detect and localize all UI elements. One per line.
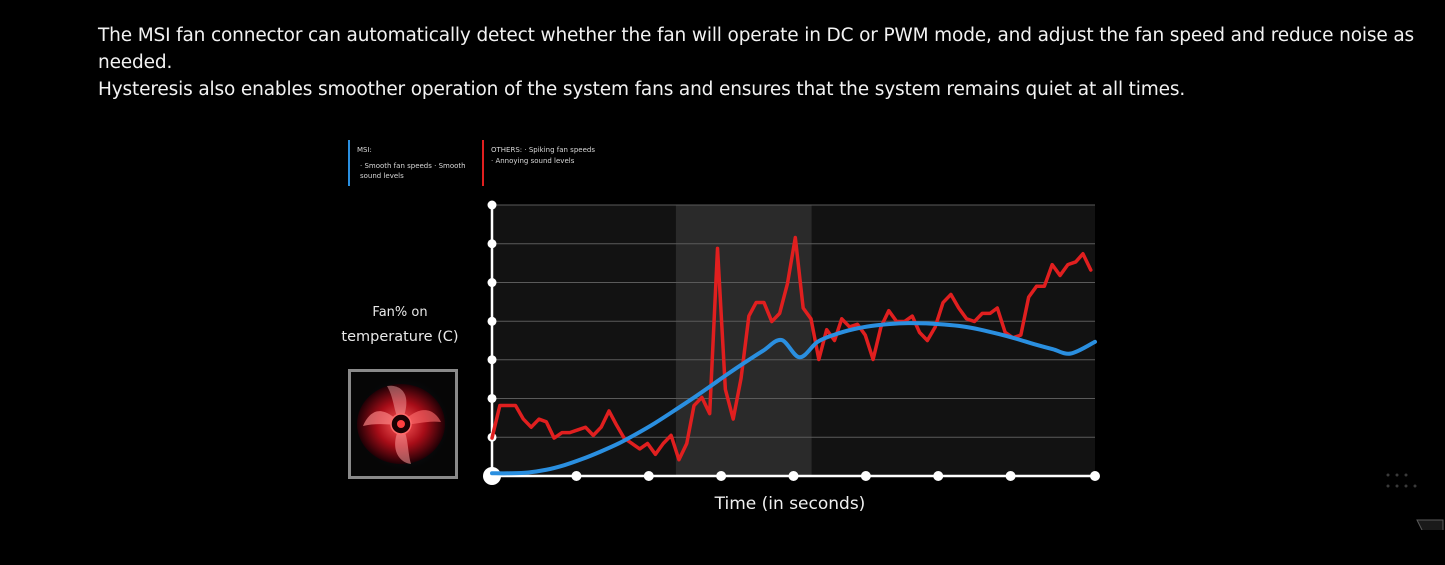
x-tick-dot-0: [483, 467, 501, 485]
x-tick-dot-3: [716, 471, 727, 481]
x-tick-dot-2: [643, 471, 654, 481]
x-tick-dot-1: [571, 471, 582, 481]
x-tick-dot-6: [933, 471, 944, 481]
y-tick-dot-3: [487, 355, 497, 365]
gridlines: [492, 204, 1095, 438]
legend-others-text: OTHERS: · Spiking fan speeds · Annoying …: [491, 145, 595, 166]
legend-others-desc: · Spiking fan speeds · Annoying sound le…: [491, 146, 595, 165]
highlight-band: [675, 205, 812, 476]
corner-decoration: [1386, 473, 1444, 530]
intro-line-2: Hysteresis also enables smoother operati…: [98, 79, 1186, 100]
x-tick-dot-4: [788, 471, 799, 481]
legend-msi-title: MSI:: [357, 146, 372, 154]
x-tick-dot-5: [860, 471, 871, 481]
y-tick-dot-6: [487, 239, 497, 249]
intro-line-1: The MSI fan connector can automatically …: [98, 25, 1414, 73]
legend-others-title: OTHERS:: [491, 146, 523, 154]
y-tick-dot-4: [487, 316, 497, 326]
y-axis-label: Fan% on temperature (C): [330, 300, 470, 350]
intro-text: The MSI fan connector can automatically …: [98, 22, 1418, 103]
legend-msi: MSI: · Smooth fan speeds · Smooth sound …: [348, 140, 477, 186]
series-group: [490, 235, 1097, 476]
y-tick-dot-5: [487, 278, 497, 288]
y-axis-label-line-2: temperature (C): [341, 329, 459, 345]
series-line-others: [490, 235, 1093, 462]
y-axis-label-line-1: Fan% on: [372, 305, 428, 320]
y-tick-dot-2: [487, 393, 497, 403]
x-tick-dot-7: [1005, 471, 1016, 481]
x-tick-dot-8: [1090, 471, 1100, 481]
legend-msi-desc: · Smooth fan speeds · Smooth sound level…: [360, 161, 466, 181]
legend-others: OTHERS: · Spiking fan speeds · Annoying …: [482, 140, 595, 186]
series-line-msi: [490, 321, 1097, 476]
fan-image: [348, 369, 458, 479]
y-tick-dot-7: [487, 200, 497, 210]
x-axis-label: Time (in seconds): [714, 494, 866, 514]
red-fan-icon: [351, 372, 455, 476]
